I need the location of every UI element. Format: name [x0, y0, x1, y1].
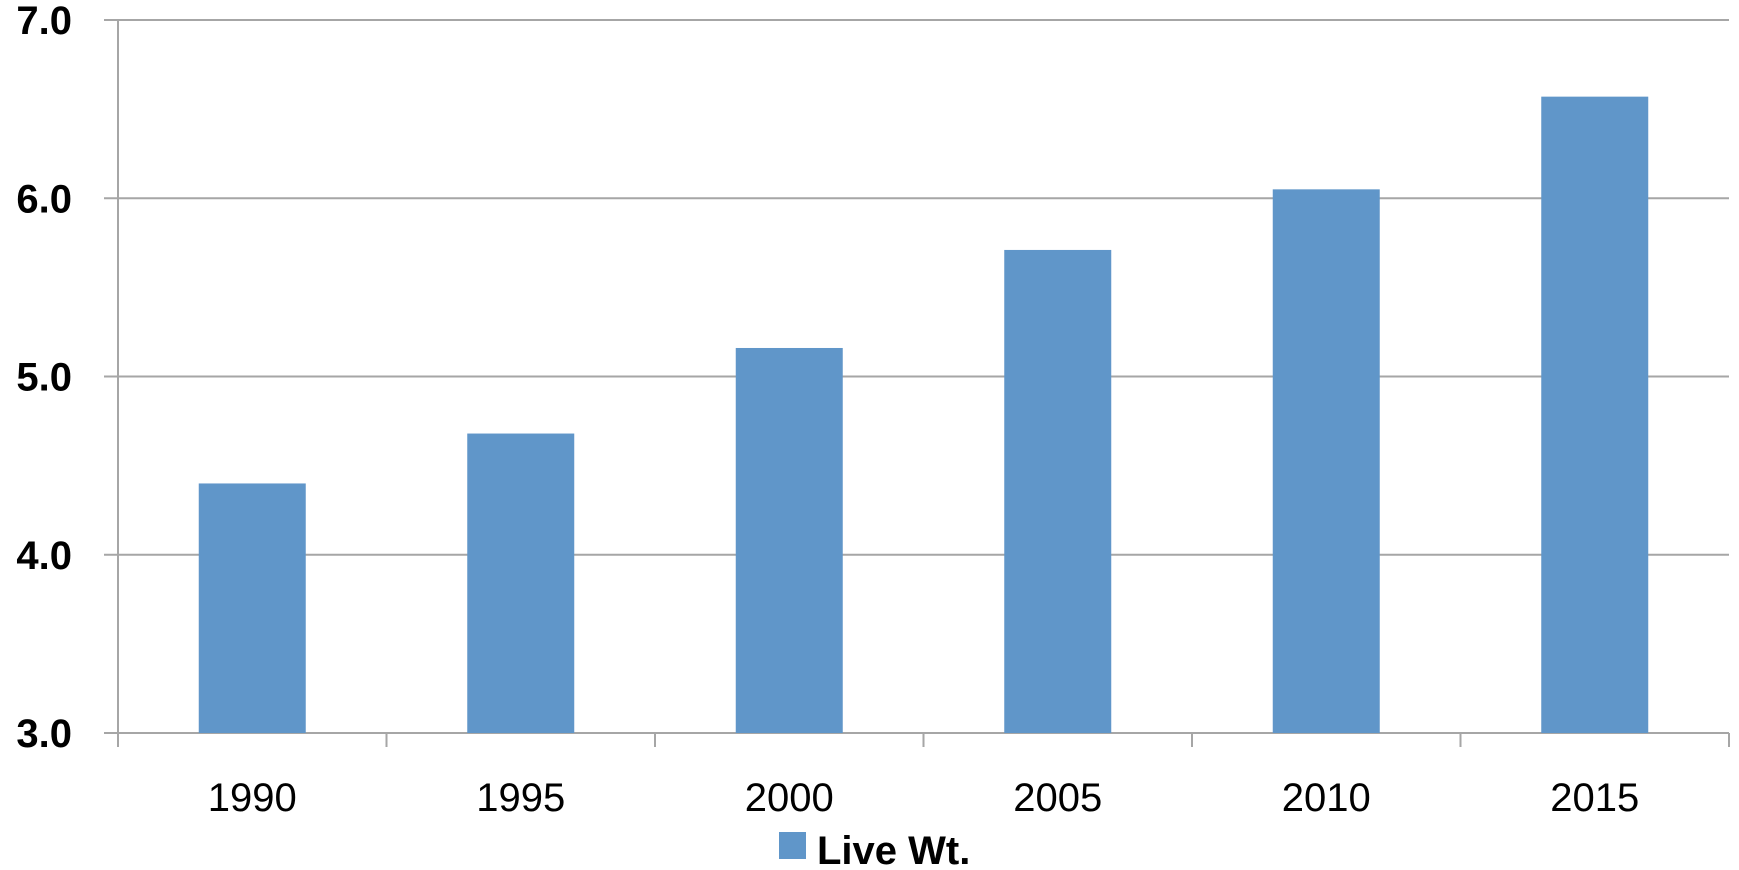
bar-1990 — [198, 483, 306, 733]
x-axis: 1990 1995 2000 2005 2010 2015 — [118, 732, 1730, 820]
x-tick-label-2005: 2005 — [1013, 776, 1102, 820]
legend-label-live-wt: Live Wt. — [817, 829, 970, 870]
bar-2010 — [1272, 189, 1380, 733]
y-axis: 3.0 4.0 5.0 6.0 7.0 — [16, 0, 119, 756]
x-tick-label-1990: 1990 — [208, 776, 297, 820]
x-tick-label-2010: 2010 — [1282, 776, 1371, 820]
bars — [198, 96, 1649, 733]
bar-2000 — [735, 347, 843, 733]
x-tick-label-2015: 2015 — [1550, 776, 1639, 820]
y-tick-label-3.0: 3.0 — [16, 712, 72, 756]
y-tick-label-5.0: 5.0 — [16, 356, 72, 400]
legend-swatch-live-wt — [779, 832, 806, 859]
bar-2015 — [1541, 96, 1649, 733]
x-tick-label-1995: 1995 — [476, 776, 565, 820]
legend: Live Wt. — [779, 829, 970, 870]
y-tick-label-6.0: 6.0 — [16, 177, 72, 221]
y-tick-label-4.0: 4.0 — [16, 534, 72, 578]
y-tick-label-7.0: 7.0 — [16, 0, 72, 43]
x-tick-label-2000: 2000 — [745, 776, 834, 820]
bar-1995 — [467, 433, 575, 733]
bar-2005 — [1004, 249, 1112, 733]
gridlines — [118, 19, 1729, 556]
